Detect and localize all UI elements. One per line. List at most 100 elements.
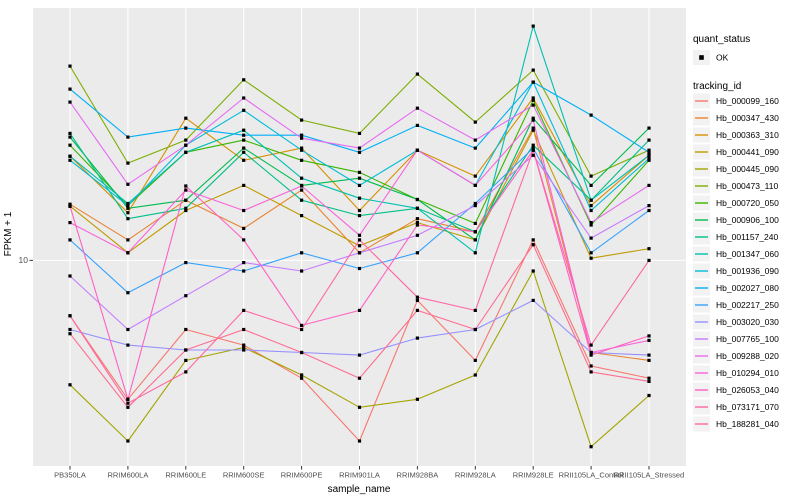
data-point (184, 184, 188, 188)
x-tick-label: RRIM928LA (455, 471, 496, 480)
data-point (647, 148, 651, 152)
data-point (531, 98, 535, 102)
data-point (647, 158, 651, 162)
data-point (473, 251, 477, 255)
data-point (300, 373, 304, 377)
legend-item-label: Hb_000720_050 (716, 198, 779, 208)
data-point (647, 258, 651, 262)
legend-item-label: Hb_000363_310 (716, 130, 779, 140)
data-point (531, 298, 535, 302)
legend-item-label: Hb_073171_070 (716, 402, 779, 412)
data-point (68, 238, 72, 242)
data-point (647, 126, 651, 130)
data-point (473, 174, 477, 178)
data-point (300, 251, 304, 255)
data-point (242, 138, 246, 142)
data-point (473, 327, 477, 332)
legend-item-label: Hb_188281_040 (716, 419, 779, 429)
data-point (531, 143, 535, 147)
data-point (473, 204, 477, 208)
legend-item-label: Hb_009288_020 (716, 351, 779, 361)
x-axis-title: sample_name (328, 484, 391, 495)
data-point (531, 269, 535, 273)
legend-item-label: Hb_002027_080 (716, 283, 779, 293)
data-point (300, 323, 304, 327)
data-point (415, 308, 419, 312)
data-point (531, 96, 535, 100)
data-point (184, 143, 188, 147)
data-point (242, 96, 246, 100)
legend-item-Hb_003020_030: Hb_003020_030 (693, 314, 779, 330)
data-point (300, 214, 304, 218)
legend-tracking-id-title: tracking_id (693, 81, 741, 92)
data-point (357, 439, 362, 443)
data-point (357, 238, 362, 242)
data-point (531, 116, 535, 120)
x-tick-label: RRII105LA_Stressed (614, 471, 684, 480)
data-point (242, 343, 246, 347)
data-point (531, 153, 535, 157)
legend-item-label: Hb_026053_040 (716, 385, 779, 395)
data-point (68, 274, 72, 278)
data-point (184, 294, 188, 298)
data-point (184, 126, 188, 130)
legend-item-label: Hb_003020_030 (716, 317, 779, 327)
data-point (531, 243, 535, 247)
data-point (184, 327, 188, 332)
data-point (357, 170, 362, 174)
data-point (300, 148, 304, 152)
data-point (473, 120, 477, 124)
data-point (300, 146, 304, 150)
legend-item-Hb_002027_080: Hb_002027_080 (693, 280, 779, 296)
data-point (415, 197, 419, 202)
data-point (68, 100, 72, 104)
data-points (68, 24, 651, 449)
data-point (242, 226, 246, 230)
data-point (357, 233, 362, 237)
data-point (126, 201, 130, 206)
data-point (473, 230, 477, 234)
data-point (647, 138, 651, 142)
data-point (415, 397, 419, 401)
data-point (647, 393, 651, 398)
data-point (184, 116, 188, 120)
data-point (68, 143, 72, 147)
data-point (589, 174, 593, 178)
data-point (589, 183, 593, 187)
legend-item-Hb_001157_240: Hb_001157_240 (693, 229, 779, 245)
legend-item-Hb_001936_090: Hb_001936_090 (693, 263, 779, 279)
legend-item-Hb_000473_110: Hb_000473_110 (693, 178, 779, 194)
data-point (68, 64, 72, 68)
data-point (357, 208, 362, 213)
data-point (68, 135, 72, 139)
data-point (184, 198, 188, 202)
data-point (126, 217, 130, 221)
data-point (184, 206, 188, 210)
legend-item-label: Hb_000906_100 (716, 215, 779, 225)
axes: PB350LA RRIM600LA RRIM600LE RRIM600SE RRIM60… (29, 259, 684, 480)
data-point (531, 24, 535, 28)
data-point (415, 148, 419, 152)
data-point (68, 204, 72, 208)
data-point (184, 208, 188, 213)
data-point (589, 343, 593, 347)
legend-ok-label: OK (716, 53, 729, 63)
data-point (126, 397, 130, 401)
data-point (126, 206, 130, 210)
data-point (300, 158, 304, 162)
legend: Hb_000099_160 Hb_000347_430 Hb_000363_310 H… (693, 50, 779, 432)
legend-item-label: Hb_001936_090 (716, 266, 779, 276)
data-point (300, 184, 304, 188)
data-point (357, 405, 362, 409)
data-point (473, 358, 477, 362)
data-point (126, 135, 130, 139)
data-point (126, 439, 130, 443)
legend-item-Hb_007765_100: Hb_007765_100 (693, 331, 779, 347)
data-point (242, 78, 246, 82)
data-point (242, 133, 246, 137)
data-point (589, 445, 593, 449)
data-point (300, 176, 304, 180)
data-point (357, 266, 362, 271)
legend-item-label: Hb_000347_430 (716, 113, 779, 123)
data-point (357, 196, 362, 200)
